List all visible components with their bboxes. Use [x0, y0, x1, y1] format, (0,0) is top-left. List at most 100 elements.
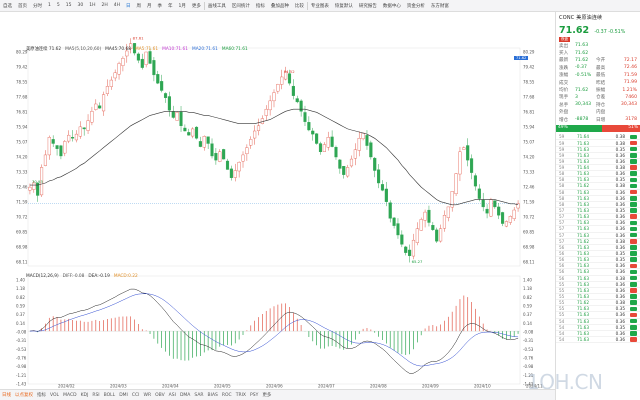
tick-cell: 0.38	[615, 238, 625, 244]
tick-cell: 54	[559, 337, 565, 342]
price-tick-label-right: 68.98	[523, 245, 535, 250]
toolbar-item[interactable]: 更多	[191, 3, 201, 9]
toolbar-item[interactable]: 专业图表	[310, 3, 329, 9]
toolbar-item[interactable]: 2H	[101, 3, 108, 8]
candle-down	[338, 159, 342, 169]
quote-cell: 71.62	[575, 87, 589, 93]
tick-row: 55 71.63 0.36	[556, 288, 640, 294]
indicator-tab[interactable]: VOL	[50, 392, 60, 398]
toolbar-item[interactable]: 月	[146, 3, 152, 9]
candle-up	[462, 147, 466, 150]
x-axis-label: 2024/11	[526, 384, 543, 389]
indicator-tab[interactable]: 日线	[2, 393, 11, 398]
toolbar-item[interactable]: 30	[77, 3, 84, 8]
toolbar-item[interactable]: 画线工具	[207, 3, 226, 9]
candle-down	[380, 184, 385, 191]
chart-area[interactable]: 80.29 80.29 79.42 79.42 78.55 78.55 77.68 77.68…	[0, 12, 603, 394]
toolbar-item[interactable]: 4H	[113, 3, 120, 8]
indicator-tab[interactable]: 更多	[262, 393, 272, 398]
macd-indicator-title: MACD(12,26,9) DIFF:-0.08 DEA:-0.19 MACD:0.2…	[26, 274, 142, 279]
toolbar-item[interactable]: 研究报告	[358, 3, 377, 9]
toolbar-item[interactable]: 5	[56, 3, 60, 8]
indicator-value: MA5(5,10,20,60)	[65, 47, 102, 52]
macd-tick-label-left: -1.21	[16, 373, 27, 378]
candle-up	[264, 108, 268, 116]
tick-cell: 71.63	[577, 195, 589, 201]
tick-cell: 0.35	[615, 257, 625, 263]
toolbar-item[interactable]: 年	[167, 3, 173, 9]
indicator-tab[interactable]: SAR	[194, 392, 204, 398]
tick-cell: 0.36	[615, 287, 625, 293]
indicator-tab[interactable]: DMA	[179, 392, 191, 398]
indicator-tab[interactable]: ASI	[168, 392, 176, 398]
toolbar-item[interactable]: 区间统计	[231, 3, 250, 9]
quote-cell: 持仓	[596, 102, 606, 108]
candle-up	[446, 206, 450, 218]
indicator-tab[interactable]: MACD	[63, 392, 77, 398]
tick-cell	[630, 251, 637, 256]
candle-up	[253, 130, 257, 139]
toolbar-item[interactable]: 比较	[294, 3, 304, 9]
tick-row: 58 71.62 0.38	[556, 183, 640, 190]
indicator-tab[interactable]: KDJ	[80, 392, 89, 398]
x-axis-label: 2024/02	[58, 384, 75, 389]
indicator-tab[interactable]: BIAS	[207, 392, 218, 398]
toolbar-item[interactable]: 资金分析	[406, 3, 425, 9]
candle-up	[117, 63, 121, 75]
toolbar-item[interactable]: 叠加品种	[270, 3, 289, 9]
candle-down	[481, 199, 485, 208]
macd-tick-label-left: -0.98	[16, 364, 27, 369]
toolbar-item[interactable]: 指标	[255, 3, 265, 9]
indicator-tab[interactable]: ROC	[221, 392, 232, 398]
candle-down	[214, 153, 218, 161]
toolbar-item[interactable]: 恢复默认	[334, 3, 353, 9]
toolbar-item[interactable]: 自选	[3, 3, 12, 9]
indicator-tab[interactable]: 以点复权	[15, 393, 33, 398]
candle-down	[140, 58, 144, 68]
tick-cell	[630, 165, 637, 170]
toolbar-item[interactable]: 周	[136, 3, 141, 9]
toolbar-item[interactable]: 1H	[89, 3, 96, 8]
quote-cell: 71.59	[623, 72, 637, 78]
quote-cell: 71.62	[575, 57, 589, 63]
tick-cell: 0.36	[615, 171, 625, 177]
indicator-tab[interactable]: WR	[143, 392, 152, 398]
toolbar-item[interactable]: 日	[125, 3, 131, 9]
tick-cell	[630, 337, 637, 342]
candle-up	[175, 112, 179, 121]
indicator-value: 美原油连续 71.62	[26, 47, 62, 52]
indicator-tab[interactable]: CCI	[131, 392, 140, 398]
quote-cell: 涨幅	[559, 73, 569, 79]
toolbar-item[interactable]: 首页	[18, 3, 27, 9]
macd-tick-label-right: 0.14	[523, 321, 532, 326]
toolbar-item[interactable]: 15	[65, 3, 72, 8]
indicator-value: MA20:71.61	[192, 47, 218, 52]
indicator-tab[interactable]: OBV	[155, 392, 165, 398]
indicator-tab[interactable]: RSI	[92, 392, 100, 398]
candle-up	[245, 147, 249, 155]
chart-svg[interactable]: 80.29 80.29 79.42 79.42 78.55 78.55 77.68 77.68…	[0, 12, 555, 389]
candle-down	[334, 146, 338, 158]
toolbar-item[interactable]: 季	[157, 3, 162, 9]
candle-down	[497, 206, 501, 216]
indicator-tab[interactable]: PSY	[250, 392, 259, 398]
candle-down	[466, 145, 470, 161]
toolbar-item[interactable]: 1	[48, 3, 51, 8]
tick-cell: 71.63	[577, 251, 589, 257]
candle-up	[357, 138, 361, 151]
candle-up	[419, 219, 423, 231]
toolbar-item[interactable]: 东方财富	[430, 3, 449, 9]
indicator-tab[interactable]: BOLL	[103, 392, 116, 398]
toolbar-item[interactable]: 分时	[33, 3, 42, 9]
tick-cell: 71.63	[577, 257, 589, 263]
candle-up	[43, 154, 47, 166]
toolbar-item[interactable]: 1月	[178, 3, 186, 9]
tick-cell: 71.63	[577, 275, 589, 281]
sell-ratio: 51%	[602, 125, 640, 133]
indicator-tab[interactable]: DMI	[119, 392, 128, 398]
candle-down	[369, 142, 373, 158]
indicator-tab[interactable]: 指标	[37, 393, 46, 398]
candle-up	[129, 43, 133, 49]
toolbar-item[interactable]: 数据中心	[382, 3, 401, 9]
indicator-tab[interactable]: TRIX	[235, 392, 246, 398]
